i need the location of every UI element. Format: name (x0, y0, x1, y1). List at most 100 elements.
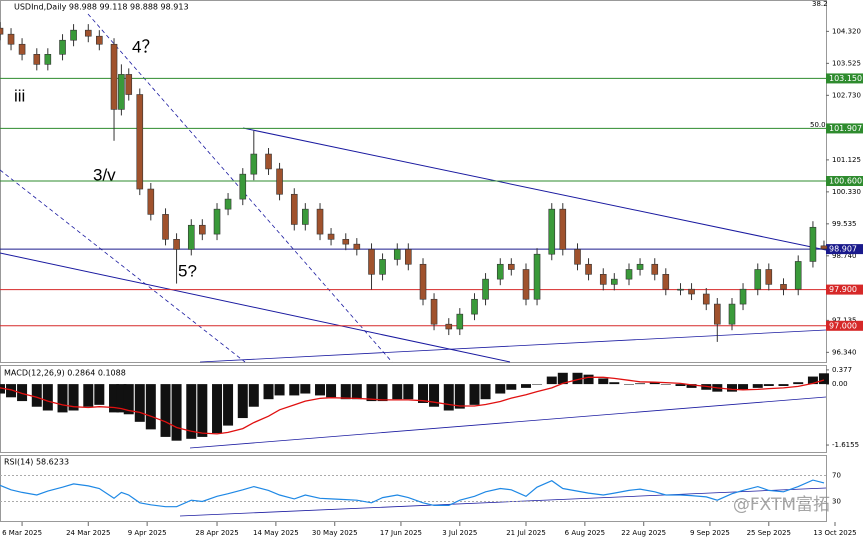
x-tick-label: 28 Apr 2025 (195, 529, 238, 537)
candle-body (18, 43, 26, 55)
macd-bar (675, 384, 686, 386)
level-label: 98.907 (829, 245, 857, 254)
candle-body (780, 284, 787, 290)
candle-body (445, 323, 453, 330)
macd-bar (145, 384, 156, 430)
candle-body (110, 43, 118, 110)
candle-body (33, 53, 41, 65)
y-tick-label: 103.525 (832, 59, 861, 67)
signal-line (0, 376, 825, 435)
level-box (826, 320, 863, 331)
macd-bar (392, 384, 403, 400)
macd-bar (94, 384, 105, 405)
macd-bar (123, 384, 134, 415)
x-tick-label: 3 Jul 2025 (442, 529, 477, 537)
macd-bar (274, 384, 285, 396)
annotation: 38.2 (812, 0, 828, 8)
candle-body (368, 249, 375, 275)
candle-body (688, 288, 695, 295)
x-tick-label: 9 Sep 2025 (690, 529, 730, 537)
channel-line (0, 169, 246, 363)
x-tick-label: 22 Aug 2025 (621, 529, 666, 537)
trend-line (189, 396, 827, 449)
macd-bar (366, 384, 377, 402)
candle-body (224, 198, 232, 210)
x-tick-label: 25 Sep 2025 (747, 529, 791, 537)
macd-bar (793, 382, 804, 385)
y-tick-label: 97.135 (832, 316, 857, 324)
candle-body (820, 245, 828, 250)
x-tick-label: 9 Apr 2025 (128, 529, 167, 537)
candle-body (548, 208, 556, 255)
macd-bar (546, 376, 557, 385)
macd-bar (807, 376, 818, 385)
candle-body (482, 278, 489, 300)
candle-body (662, 274, 670, 290)
macd-bar (223, 384, 234, 426)
macd-bar (326, 384, 337, 398)
macd-bar (83, 384, 94, 407)
macd-bar (480, 384, 491, 400)
level-box (826, 176, 863, 186)
macd-bar (778, 384, 789, 386)
candle-body (574, 249, 581, 265)
macd-bar (6, 384, 17, 398)
macd-bar (660, 384, 671, 385)
trend-line (0, 252, 511, 363)
candle-body (610, 278, 618, 285)
level-box (826, 73, 863, 84)
macd-bar (598, 378, 609, 385)
rsi-line (0, 479, 825, 508)
watermark: @FXTM富拓 (733, 495, 830, 515)
macd-bar (532, 384, 543, 385)
level-label: 101.907 (829, 124, 862, 133)
candle-body (430, 298, 438, 325)
x-tick-label: 17 Jun 2025 (380, 529, 422, 537)
candle-body (342, 239, 350, 245)
y-tick-label: 104.320 (832, 27, 861, 35)
candle-body (173, 239, 180, 250)
macd-bar (686, 384, 697, 388)
y-tick-label: 100.330 (832, 188, 861, 196)
candle-body (651, 263, 659, 275)
y-tick-label: 102.730 (832, 91, 861, 99)
macd-title: MACD(12,26,9) 0.2864 0.1088 (4, 369, 126, 378)
macd-bar (763, 384, 774, 386)
macd-bar (403, 384, 414, 400)
level-box (826, 284, 863, 295)
candle-body (162, 214, 169, 240)
candle-body (239, 173, 247, 200)
candle-body (0, 27, 4, 35)
candle-body (187, 224, 195, 250)
trend-line (242, 127, 827, 251)
level-label: 97.000 (829, 321, 857, 330)
candle-body (353, 243, 361, 250)
macd-bar (160, 384, 171, 437)
level-label: 103.150 (829, 74, 862, 83)
candle-body (405, 249, 412, 265)
macd-bar (454, 384, 465, 409)
macd-bar (752, 384, 763, 388)
candle-body (496, 263, 504, 280)
candle-body (625, 269, 633, 280)
candle-body (728, 303, 736, 325)
candle-body (276, 168, 283, 195)
macd-bar (17, 384, 28, 402)
candle-body (507, 263, 515, 270)
candle-body (96, 35, 103, 45)
macd-bar (197, 384, 208, 437)
macd-bar (429, 384, 440, 407)
candle-body (290, 193, 298, 225)
candle-body (419, 263, 427, 300)
macd-bar (624, 384, 635, 385)
macd-bar (521, 384, 532, 388)
macd-bar (134, 384, 145, 422)
macd-bar (572, 372, 583, 385)
candle-body (7, 33, 15, 45)
candle-body (765, 269, 773, 285)
x-tick-label: 6 Aug 2025 (565, 529, 605, 537)
candle-body (636, 263, 644, 270)
macd-bar (248, 384, 259, 407)
macd-bar (171, 384, 182, 441)
